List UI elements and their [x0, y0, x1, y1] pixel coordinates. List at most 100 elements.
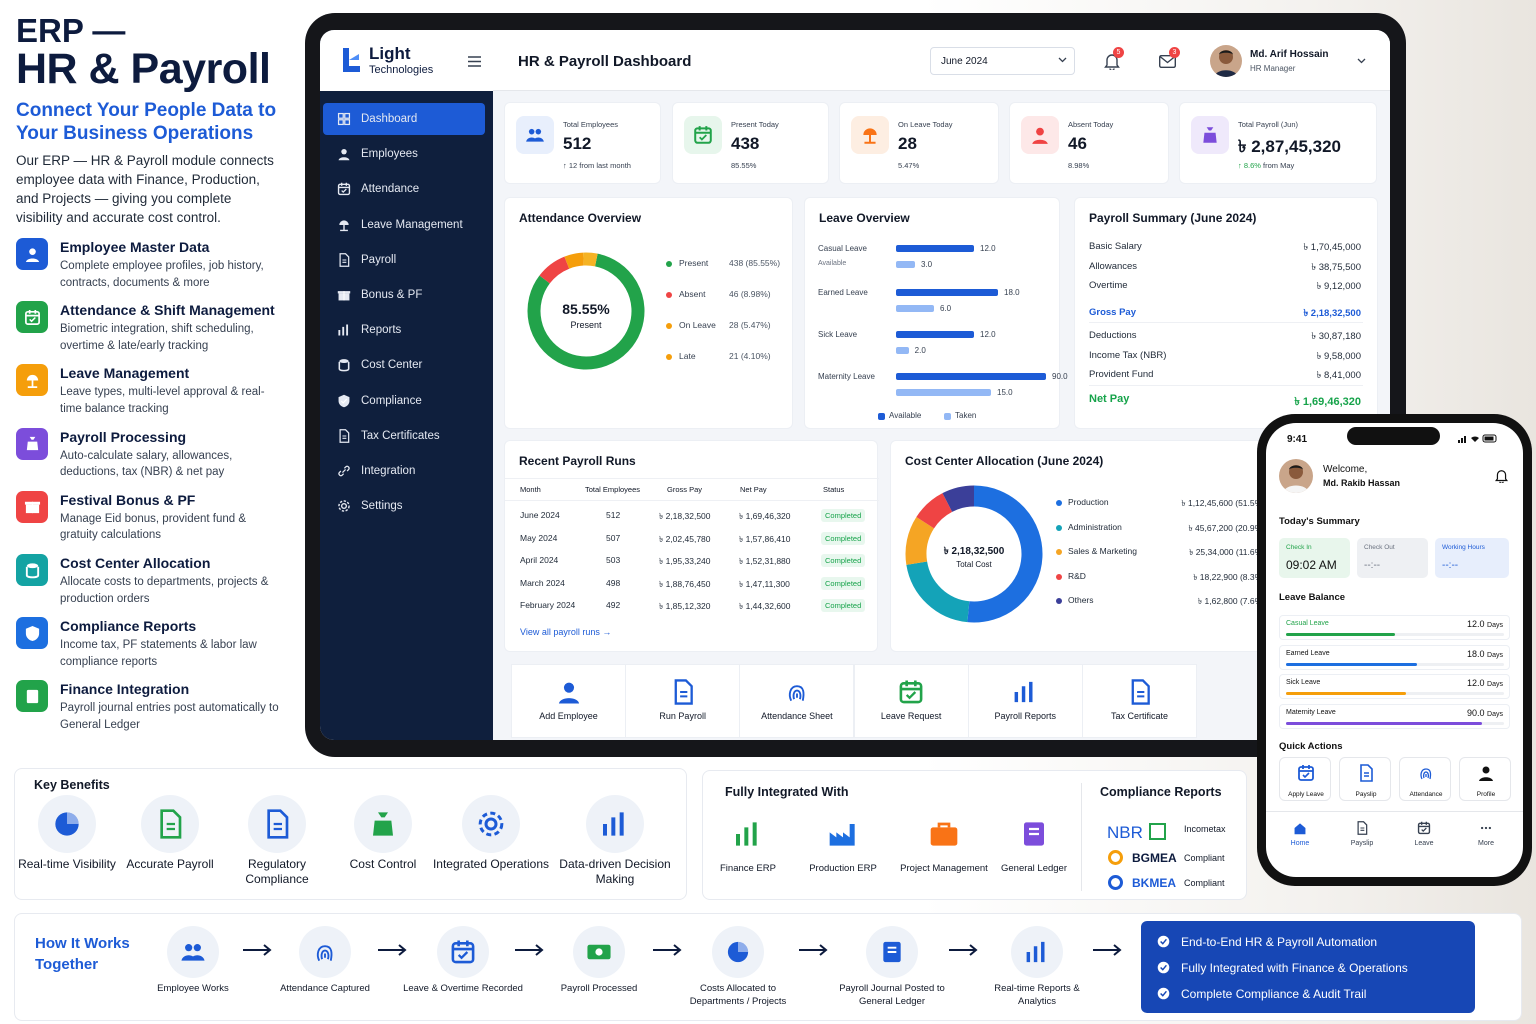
view-all-payroll-link[interactable]: View all payroll runs →: [520, 627, 612, 637]
phone-tab-home[interactable]: Home: [1274, 819, 1326, 853]
step-label: Real-time Reports & Analytics: [994, 983, 1080, 1007]
phone-avatar[interactable]: [1279, 459, 1313, 493]
quick-action-add-employee[interactable]: Add Employee: [511, 664, 626, 738]
menu-toggle-icon[interactable]: [468, 56, 481, 67]
sidebar-item-integration[interactable]: Integration: [323, 455, 485, 487]
table-row[interactable]: February 2024 492 ৳ 1,85,12,320 ৳ 1,44,32,6…: [505, 596, 879, 617]
integration-panel: Fully Integrated With Compliance Reports…: [702, 770, 1247, 900]
sidebar-item-bonus-pf[interactable]: Bonus & PF: [323, 279, 485, 311]
quick-action-tax-certificate[interactable]: Tax Certificate: [1082, 664, 1197, 738]
sidebar-item-label: Payroll: [361, 253, 397, 266]
balance-label: Maternity Leave: [1286, 708, 1336, 716]
phone-user-name: Md. Rakib Hassan: [1323, 478, 1401, 488]
bgmea-label: BGMEA: [1132, 851, 1177, 865]
step-label: Payroll Processed: [560, 983, 638, 994]
notification-count: 5: [1113, 47, 1124, 58]
kpi-label: Present Today: [731, 120, 779, 129]
bell-icon[interactable]: 5: [1104, 47, 1124, 70]
phone-quick-title: Quick Actions: [1279, 741, 1343, 752]
quick-action-attendance-sheet[interactable]: Attendance Sheet: [739, 664, 855, 738]
benefit-label: Regulatory Compliance: [245, 857, 309, 886]
sidebar-item-tax-certificates[interactable]: Tax Certificates: [323, 420, 485, 452]
arrow-right-icon: [948, 944, 979, 956]
sidebar-item-leave-management[interactable]: Leave Management: [323, 209, 485, 241]
legend-label: Late: [679, 351, 696, 361]
sidebar-item-label: Tax Certificates: [361, 429, 440, 442]
period-select[interactable]: June 2024: [930, 47, 1075, 75]
phone-welcome: Welcome,: [1323, 464, 1368, 475]
balance-value: 12.0 Days: [1467, 619, 1503, 629]
avatar[interactable]: [1210, 45, 1242, 77]
mail-icon[interactable]: 3: [1159, 47, 1180, 68]
arrow-right-icon: [799, 944, 829, 956]
phone-quick-attendance[interactable]: Attendance: [1399, 757, 1451, 801]
sidebar-item-compliance[interactable]: Compliance: [323, 385, 485, 417]
sidebar-item-reports[interactable]: Reports: [323, 314, 485, 346]
sidebar-item-dashboard[interactable]: Dashboard: [323, 103, 485, 135]
table-row[interactable]: March 2024 498 ৳ 1,88,76,450 ৳ 1,47,11,300 C…: [505, 574, 879, 595]
table-row[interactable]: May 2024 507 ৳ 2,02,45,780 ৳ 1,57,86,410 Com…: [505, 529, 879, 550]
document-icon: [1127, 679, 1153, 705]
leave-balance-item[interactable]: Casual Leave 12.0 Days: [1279, 615, 1510, 640]
leave-balance-item[interactable]: Earned Leave 18.0 Days: [1279, 644, 1510, 670]
phone-tab-leave[interactable]: Leave: [1398, 819, 1450, 853]
qr-icon: [1149, 823, 1166, 840]
quick-action-payroll-reports[interactable]: Payroll Reports: [967, 664, 1083, 738]
dots-icon: [1479, 821, 1493, 835]
gift-icon: [16, 490, 48, 523]
quick-action-leave-request[interactable]: Leave Request: [853, 664, 969, 738]
money-bag-icon: [354, 795, 412, 853]
leave-taken-value: 6.0: [940, 304, 952, 313]
sidebar-item-employees[interactable]: Employees: [323, 138, 485, 170]
sidebar-item-attendance[interactable]: Attendance: [323, 173, 485, 205]
table-row[interactable]: June 2024 512 ৳ 2,18,32,500 ৳ 1,69,46,320 Co…: [505, 506, 879, 527]
feature-desc: Income tax, PF statements & labor law co…: [60, 639, 257, 668]
benefit-label: Integrated Operations: [432, 857, 550, 871]
table-cell: ৳ 2,18,32,500: [659, 511, 711, 521]
feature-item: Employee Master Data Complete employee pr…: [16, 238, 296, 298]
integration-icon: [336, 463, 352, 479]
bkmea-emblem-icon: [1108, 875, 1123, 890]
user-menu-chevron-icon[interactable]: [1357, 58, 1366, 64]
leave-balance-item[interactable]: Sick Leave 12.0 Days: [1279, 674, 1510, 699]
donut-segment: [539, 256, 570, 284]
phone-quick-apply-leave[interactable]: Apply Leave: [1279, 757, 1331, 801]
kpi-label: On Leave Today: [898, 120, 953, 129]
phone-quick-payslip[interactable]: Payslip: [1339, 757, 1391, 801]
sidebar-item-cost-center[interactable]: Cost Center: [323, 349, 485, 381]
summary-value: ৳ 2,18,32,500: [1303, 308, 1361, 319]
pie-chart-icon: [712, 926, 764, 978]
arrow-right-icon: [1093, 944, 1123, 956]
legend-available-label: Available: [889, 411, 922, 420]
phone-tab-payslip[interactable]: Payslip: [1336, 819, 1388, 853]
table-row[interactable]: April 2024 503 ৳ 1,95,33,240 ৳ 1,52,31,880 C…: [505, 551, 879, 572]
attendance-donut: [525, 250, 647, 372]
payroll-summary-title: Payroll Summary (June 2024): [1089, 211, 1257, 225]
sidebar-item-label: Cost Center: [361, 359, 423, 372]
legend-value: ৳ 45,67,200 (20.9%): [1188, 522, 1265, 533]
signal-battery-icon: [1458, 434, 1498, 443]
quick-action-run-payroll[interactable]: Run Payroll: [625, 664, 741, 738]
phone-tab-more[interactable]: More: [1460, 819, 1512, 853]
feature-item: Finance Integration Payroll journal entri…: [16, 680, 296, 740]
leave-available-bar: [896, 373, 1046, 380]
sidebar-item-payroll[interactable]: Payroll: [323, 244, 485, 276]
feature-title: Employee Master Data: [60, 239, 210, 255]
table-cell: 503: [606, 555, 621, 565]
legend-dot: [1056, 598, 1062, 604]
leave-balance-item[interactable]: Maternity Leave 90.0 Days: [1279, 703, 1510, 729]
donut-segment: [967, 485, 1043, 623]
phone-bell-icon[interactable]: [1495, 469, 1508, 483]
summary-value: ৳ 30,87,180: [1311, 331, 1361, 342]
key-benefits-title: Key Benefits: [34, 778, 110, 792]
kpi-icon: [1191, 116, 1229, 154]
sidebar-item-settings[interactable]: Settings: [323, 490, 485, 522]
calendar-check-icon: [16, 301, 48, 334]
feature-title: Finance Integration: [60, 681, 190, 698]
sidebar-item-label: Integration: [361, 465, 416, 477]
leave-type-label: Maternity Leave: [818, 372, 875, 381]
phone-quick-profile[interactable]: Profile: [1459, 757, 1511, 801]
kpi-card: Total Payroll (Jun) ৳ 2,87,45,320 ↑ 8.6% f…: [1179, 102, 1377, 184]
step-label: Costs Allocated to Departments / Project…: [689, 983, 787, 1007]
brand-title-line2: HR & Payroll: [16, 45, 271, 93]
